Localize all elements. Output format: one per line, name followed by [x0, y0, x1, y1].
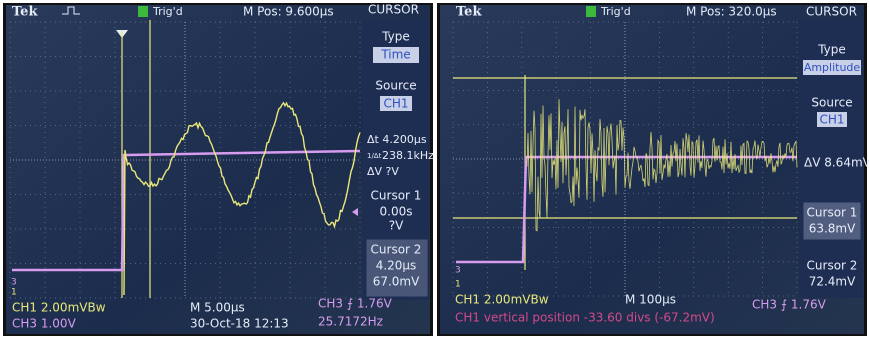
ch1-trace: [526, 99, 798, 232]
cursor1-time: 0.00s: [380, 205, 413, 219]
source-box[interactable]: [380, 96, 412, 111]
source-value[interactable]: CH1: [819, 113, 844, 127]
cursor1-volt: ?V: [389, 219, 404, 233]
trig-flag: [138, 6, 148, 17]
trigger-frequency: 25.7172Hz: [318, 315, 383, 329]
ch3-marker: 3: [455, 266, 461, 276]
ch3-scale: CH3 1.00V: [12, 317, 77, 331]
position: M Pos: 320.0µs: [686, 5, 777, 19]
left-screen: Tek Trig'd M Pos: 9.600µs CURSOR Type Ti…: [3, 3, 434, 336]
trigger-status: Trig'd: [600, 5, 631, 18]
ch3-marker: 3: [11, 278, 17, 288]
display: [440, 5, 864, 334]
ch3-trace: [12, 149, 361, 272]
type-value[interactable]: Time: [380, 48, 410, 62]
type-label: Type: [381, 30, 410, 44]
ch1-marker: 1: [11, 288, 17, 298]
menu-title: CURSOR: [368, 3, 419, 17]
cursor1-volt[interactable]: 63.8mV: [809, 222, 856, 236]
brand: Tek: [456, 5, 482, 20]
cursor1-label: Cursor 1: [371, 189, 422, 203]
type-value[interactable]: Amplitude: [804, 61, 861, 74]
type-label: Type: [817, 43, 846, 57]
cursor2-volt[interactable]: 67.0mV: [373, 275, 420, 289]
cursor1-label[interactable]: Cursor 1: [807, 206, 858, 220]
trigger-level: CH3 ⨍ 1.76V: [752, 298, 827, 312]
source-box[interactable]: [817, 112, 847, 127]
trigger-status: Trig'd: [152, 5, 183, 18]
inverse-symbol: 1/Δt: [367, 152, 382, 160]
cursor2-volt: 72.4mV: [809, 275, 856, 289]
type-box[interactable]: [803, 60, 861, 75]
trig-flag: [586, 6, 596, 17]
timebase: M 5.00µs: [190, 301, 245, 315]
trigger-level: CH3 ⨍ 1.76V: [318, 297, 393, 311]
delta-v: ΔV 8.64mV: [804, 156, 869, 170]
trigger-icon: [62, 6, 80, 15]
datetime: 30-Oct-18 12:13: [190, 317, 289, 331]
source-value[interactable]: CH1: [383, 97, 408, 111]
message: CH1 vertical position -33.60 divs (-67.2…: [455, 311, 715, 325]
brand: Tek: [12, 5, 38, 20]
timebase: M 100µs: [625, 293, 676, 307]
ch1-trace: [123, 101, 361, 296]
type-box[interactable]: [373, 47, 419, 63]
menu-title: CURSOR: [806, 5, 857, 19]
ch1-marker: 1: [455, 280, 461, 290]
frequency: 238.1kHz: [382, 149, 434, 162]
menu-panel: [363, 20, 429, 300]
cursor2-box[interactable]: [366, 239, 428, 297]
position: M Pos: 9.600µs: [243, 5, 334, 19]
cursor1-box[interactable]: [803, 202, 861, 240]
cursor-arrow: [352, 208, 358, 216]
cursor2-time[interactable]: 4.20µs: [376, 259, 417, 273]
cursor2-label: Cursor 2: [807, 259, 858, 273]
source-label: Source: [811, 96, 852, 110]
source-label: Source: [375, 79, 416, 93]
ch1-scale: CH1 2.00mVBw: [12, 301, 106, 315]
display: [6, 5, 430, 334]
delta-v: ΔV ?V: [367, 165, 399, 178]
cursor2-label[interactable]: Cursor 2: [371, 243, 422, 257]
ch1-scale: CH1 2.00mVBw: [455, 293, 549, 307]
delta-t: Δt 4.200µs: [367, 133, 427, 146]
right-screen: Tek Trig'd M Pos: 320.0µs CURSOR Type Am…: [437, 3, 869, 336]
